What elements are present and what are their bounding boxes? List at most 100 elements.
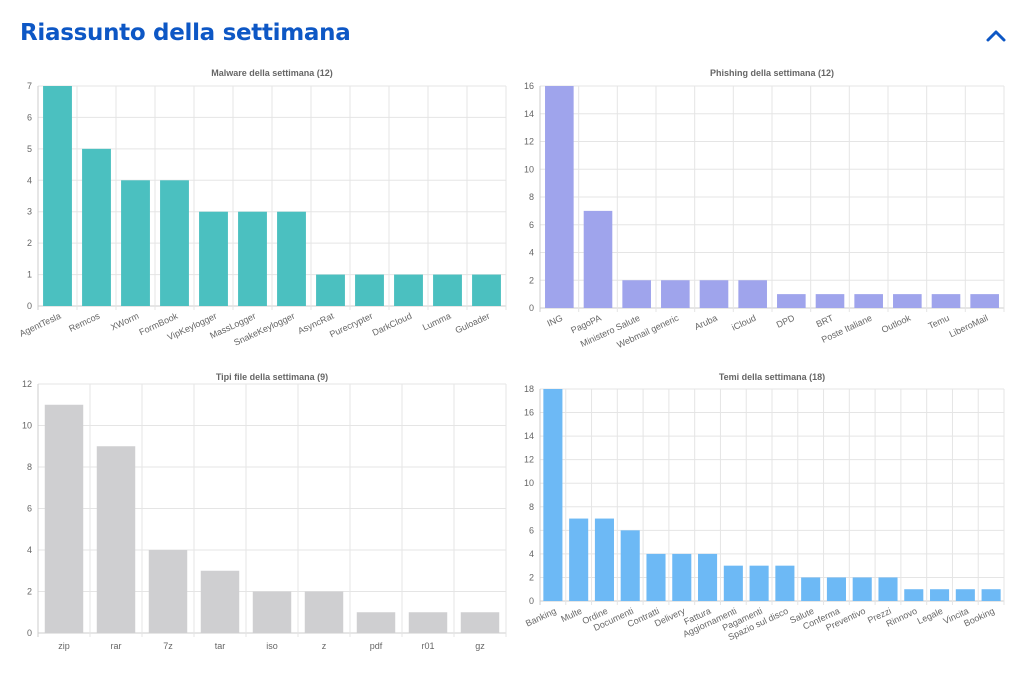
y-tick-label: 1 xyxy=(27,270,32,280)
y-tick-label: 6 xyxy=(529,220,534,230)
bar[interactable] xyxy=(200,570,240,633)
bar[interactable] xyxy=(893,294,922,308)
collapse-button[interactable] xyxy=(982,22,1010,50)
y-tick-label: 6 xyxy=(529,525,534,535)
x-tick-label: Outlook xyxy=(880,313,913,335)
bar[interactable] xyxy=(723,565,743,601)
bar[interactable] xyxy=(878,577,898,601)
x-tick-label: r01 xyxy=(421,641,434,651)
x-tick-label: Temu xyxy=(927,313,951,331)
y-tick-label: 8 xyxy=(529,502,534,512)
bar[interactable] xyxy=(738,280,767,308)
x-tick-label: iCloud xyxy=(730,313,757,333)
file-types-chart: Tipi file della settimana (9) 0 2 4 6 8 10 12 zi… xyxy=(10,368,510,658)
bar[interactable] xyxy=(672,553,692,601)
x-tick-label: tar xyxy=(215,641,226,651)
bar[interactable] xyxy=(826,577,846,601)
y-tick-label: 0 xyxy=(529,303,534,313)
y-tick-label: 2 xyxy=(529,275,534,285)
y-tick-label: 2 xyxy=(27,587,32,597)
bar[interactable] xyxy=(777,294,806,308)
bar[interactable] xyxy=(981,589,1001,601)
chart-title: Tipi file della settimana (9) xyxy=(216,372,328,382)
x-tick-label: Purecrypter xyxy=(328,311,374,340)
bar[interactable] xyxy=(121,180,150,306)
phishing-chart: Phishing della settimana (12) 0 2 4 6 8 10 12 14… xyxy=(508,64,1008,354)
bar[interactable] xyxy=(545,86,574,308)
bar[interactable] xyxy=(277,211,306,306)
y-tick-label: 12 xyxy=(524,455,534,465)
y-tick-label: 2 xyxy=(27,238,32,248)
bar[interactable] xyxy=(160,180,189,306)
themes-chart: Temi della settimana (18) 0 2 4 6 8 10 12 14 16 18… xyxy=(508,368,1008,658)
y-tick-label: 7 xyxy=(27,81,32,91)
x-tick-label: XWorm xyxy=(109,311,140,333)
y-tick-label: 4 xyxy=(27,545,32,555)
bar[interactable] xyxy=(199,211,228,306)
bar[interactable] xyxy=(355,274,384,306)
chart-title: Temi della settimana (18) xyxy=(719,372,825,382)
chart-svg: Malware della settimana (12) 0 1 2 3 4 5 6 7 Agen… xyxy=(18,68,507,348)
bar[interactable] xyxy=(460,612,500,633)
y-tick-label: 18 xyxy=(524,384,534,394)
y-tick-label: 4 xyxy=(529,248,534,258)
bar[interactable] xyxy=(620,530,640,601)
bar[interactable] xyxy=(854,294,883,308)
y-tick-label: 8 xyxy=(27,462,32,472)
x-tick-label: gz xyxy=(475,641,485,651)
malware-chart: Malware della settimana (12) 0 1 2 3 4 5 6 7 Agen… xyxy=(10,64,510,354)
x-tick-label: pdf xyxy=(370,641,383,651)
x-tick-label: LiberoMail xyxy=(948,313,990,340)
bar[interactable] xyxy=(394,274,423,306)
x-tick-label: Aruba xyxy=(693,313,719,332)
bar[interactable] xyxy=(594,518,614,601)
chart-svg: Temi della settimana (18) 0 2 4 6 8 10 12 14 16 18… xyxy=(524,372,1005,642)
bar[interactable] xyxy=(699,280,729,308)
y-tick-label: 16 xyxy=(524,408,534,418)
y-tick-label: 6 xyxy=(27,112,32,122)
bar[interactable] xyxy=(408,612,448,633)
y-tick-label: 14 xyxy=(524,431,534,441)
bar[interactable] xyxy=(96,446,136,633)
bar[interactable] xyxy=(646,553,666,601)
bar[interactable] xyxy=(583,210,613,308)
bar[interactable] xyxy=(622,280,651,308)
bar[interactable] xyxy=(775,565,795,601)
bar[interactable] xyxy=(569,518,589,601)
bar[interactable] xyxy=(543,389,563,601)
y-tick-label: 4 xyxy=(529,549,534,559)
bar[interactable] xyxy=(661,280,690,308)
bar[interactable] xyxy=(356,612,396,633)
bar[interactable] xyxy=(238,211,267,306)
bar[interactable] xyxy=(82,148,111,306)
bar[interactable] xyxy=(43,86,72,306)
bar[interactable] xyxy=(148,550,188,633)
bar[interactable] xyxy=(970,294,999,308)
bar[interactable] xyxy=(749,565,769,601)
bar[interactable] xyxy=(304,591,344,634)
bar[interactable] xyxy=(931,294,961,308)
y-tick-label: 16 xyxy=(524,81,534,91)
bar[interactable] xyxy=(930,589,950,601)
y-tick-label: 4 xyxy=(27,175,32,185)
y-tick-label: 8 xyxy=(529,192,534,202)
bar[interactable] xyxy=(472,274,501,306)
x-tick-label: zip xyxy=(58,641,70,651)
bar[interactable] xyxy=(801,577,821,601)
x-tick-label: z xyxy=(322,641,327,651)
y-tick-label: 10 xyxy=(524,478,534,488)
bar[interactable] xyxy=(815,294,845,308)
y-tick-label: 10 xyxy=(524,164,534,174)
bar[interactable] xyxy=(955,589,975,601)
bar[interactable] xyxy=(433,274,462,306)
bar[interactable] xyxy=(316,274,345,306)
chart-svg: Phishing della settimana (12) 0 2 4 6 8 10 12 14… xyxy=(524,68,1005,350)
bar[interactable] xyxy=(852,577,872,601)
bar[interactable] xyxy=(44,404,84,633)
bar[interactable] xyxy=(698,553,718,601)
x-tick-label: DPD xyxy=(775,313,797,330)
x-tick-label: BRT xyxy=(814,313,835,330)
bar[interactable] xyxy=(904,589,924,601)
y-tick-label: 12 xyxy=(524,137,534,147)
bar[interactable] xyxy=(252,591,292,634)
